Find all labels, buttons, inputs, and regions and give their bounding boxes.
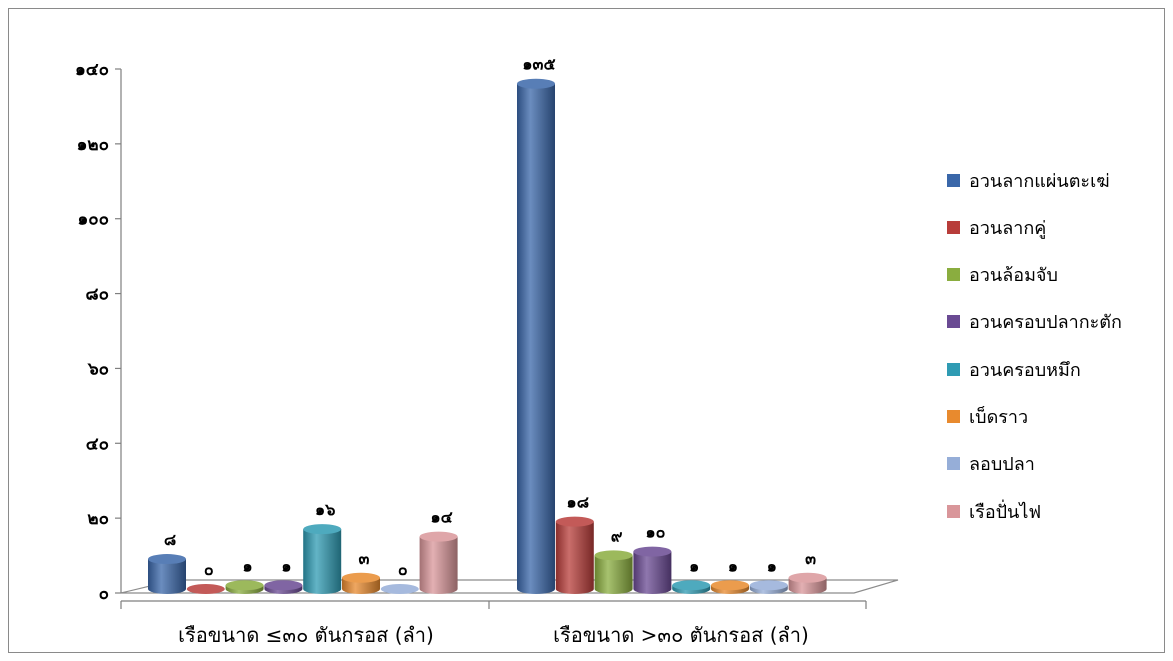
- data-label: ๓: [359, 549, 370, 568]
- bar-0-1: [186, 584, 225, 594]
- legend-swatch: [947, 315, 960, 329]
- data-label: ๑: [767, 556, 777, 575]
- legend-label: อวนครอบหมึก: [969, 359, 1081, 381]
- legend-item: เรือปั่นไฟ: [947, 500, 1173, 523]
- bar-top: [749, 580, 788, 591]
- legend-swatch: [947, 362, 960, 376]
- bar-1-1: [555, 516, 594, 594]
- legend-swatch: [947, 173, 960, 187]
- legend-label: อวนลากคู่: [969, 217, 1047, 239]
- x-category-label: เรือขนาด >๓๐ ตันกรอส (ลำ): [553, 623, 809, 647]
- bar-top: [264, 580, 303, 591]
- legend-label: อวนลากแผ่นตะเฆ่: [969, 170, 1110, 192]
- data-label: ๑: [689, 556, 699, 575]
- y-tick-label: ๑๒๐: [77, 135, 109, 155]
- legend-label: เบ็ดราว: [969, 406, 1029, 428]
- bar-top: [186, 584, 225, 594]
- y-tick-label: ๐: [99, 584, 109, 604]
- bar-1-0: [517, 78, 555, 594]
- bar-top: [672, 580, 711, 591]
- bar-top: [225, 580, 264, 591]
- bar-top: [555, 516, 594, 527]
- legend-label: อวนล้อมจับ: [969, 265, 1058, 287]
- legend-item: อวนลากคู่: [947, 216, 1173, 239]
- x-category-label: เรือขนาด ≤๓๐ ตันกรอส (ลำ): [178, 623, 434, 647]
- bar-1-7: [788, 572, 827, 594]
- bar-body: [303, 529, 342, 594]
- bar-0-3: [264, 580, 303, 594]
- legend-item: อวนครอบปลากะตัก: [947, 311, 1173, 333]
- bar-0-5: [342, 572, 380, 594]
- bar-1-6: [749, 580, 788, 594]
- bar-1-3: [633, 546, 672, 594]
- data-label: ๑๔: [430, 508, 452, 527]
- legend-swatch: [947, 457, 960, 471]
- legend-label: อวนครอบปลากะตัก: [969, 312, 1122, 334]
- bar-1-5: [711, 580, 749, 594]
- bar-top: [633, 546, 672, 557]
- bar-group: [148, 78, 827, 594]
- bar-body: [633, 551, 672, 594]
- bar-body: [419, 536, 458, 594]
- data-label: ๑: [281, 556, 291, 575]
- data-label: ๐: [398, 560, 408, 579]
- legend-item: อวนล้อมจับ: [947, 264, 1173, 286]
- bar-0-6: [380, 584, 419, 594]
- data-label: ๓: [805, 549, 816, 568]
- legend-label: เรือปั่นไฟ: [969, 501, 1042, 523]
- data-label: ๑๐: [645, 523, 665, 542]
- y-tick-label: ๑๐๐: [77, 210, 109, 230]
- bar-top: [419, 531, 458, 542]
- chart-legend: อวนลากแผ่นตะเฆ่อวนลากคู่อวนล้อมจับอวนครอ…: [947, 169, 1173, 547]
- data-label: ๑: [728, 556, 738, 575]
- bar-top: [303, 524, 342, 535]
- bar-body: [594, 555, 633, 594]
- bar-0-7: [419, 531, 458, 594]
- bar-0-2: [225, 580, 264, 594]
- bar-top: [711, 580, 749, 591]
- bar-top: [148, 554, 186, 565]
- data-label: ๙: [611, 526, 623, 545]
- y-tick-label: ๖๐: [87, 359, 109, 379]
- bar-top: [788, 572, 827, 583]
- legend-swatch: [947, 220, 960, 234]
- legend-item: ลอบปลา: [947, 453, 1173, 475]
- bar-top: [594, 550, 633, 561]
- bar-top: [380, 584, 419, 594]
- legend-label: ลอบปลา: [969, 454, 1035, 476]
- y-tick-label: ๒๐: [87, 509, 109, 529]
- legend-swatch: [947, 504, 960, 518]
- bar-0-4: [303, 524, 342, 594]
- data-label: ๑๓๕: [522, 55, 555, 74]
- legend-swatch: [947, 409, 960, 423]
- legend-item: เบ็ดราว: [947, 405, 1173, 428]
- data-label: ๐: [204, 560, 214, 579]
- bar-top: [342, 572, 380, 583]
- bar-1-2: [594, 550, 633, 594]
- bar-body: [555, 521, 594, 594]
- y-tick-label: ๔๐: [86, 434, 109, 454]
- y-tick-label: ๘๐: [86, 285, 110, 305]
- bar-1-4: [672, 580, 711, 594]
- bar-body: [517, 83, 555, 594]
- bar-body: [148, 559, 186, 594]
- data-label: ๑: [243, 556, 253, 575]
- bar-top: [517, 78, 555, 89]
- y-tick-label: ๑๔๐: [75, 60, 109, 80]
- legend-item: อวนลากแผ่นตะเฆ่: [947, 169, 1173, 192]
- chart-frame: ๐๒๐ ๔๐ ๖๐ ๘๐ ๑๐๐ ๑๒๐ ๑๔๐ เรือขนาด ≤๓๐ ตันกรอส (…: [8, 8, 1165, 653]
- legend-swatch: [947, 268, 960, 282]
- bar-0-0: [148, 554, 186, 594]
- legend-item: อวนครอบหมึก: [947, 358, 1173, 381]
- data-label: ๑๖: [315, 500, 335, 519]
- data-label: ๑๘: [567, 493, 590, 512]
- data-label: ๘: [164, 530, 176, 549]
